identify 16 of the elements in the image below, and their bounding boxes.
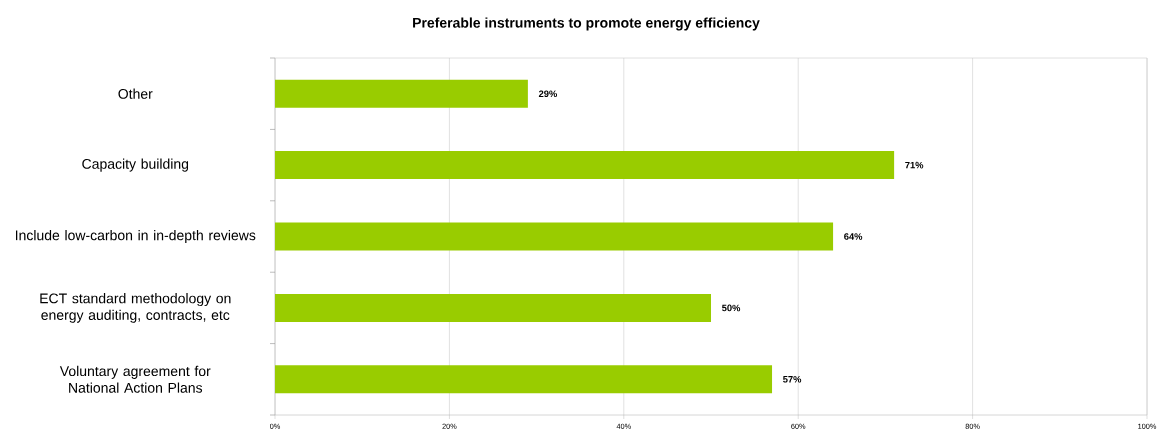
data-label: 71% (905, 161, 924, 169)
bar (275, 79, 528, 108)
data-label: 29% (538, 90, 558, 98)
chart-title: Preferable instruments to promote energy efficiency (413, 17, 760, 31)
data-label: 64% (844, 233, 863, 240)
bar (275, 293, 712, 322)
data-label: 50% (722, 304, 741, 312)
y-tick-label: Include low-carbon in in-depth reviews (15, 229, 256, 244)
y-tick-label: Other (118, 88, 153, 99)
bar (275, 365, 773, 394)
bar (275, 151, 895, 180)
data-label: 57% (783, 376, 802, 383)
y-tick-label: Voluntary agreement for National Action Plans (59, 365, 211, 393)
bar (275, 222, 834, 251)
y-tick-label: Capacity building (82, 158, 189, 172)
y-tick-label: ECT standard methodology on energy auditing, contracts, etc (40, 293, 231, 323)
